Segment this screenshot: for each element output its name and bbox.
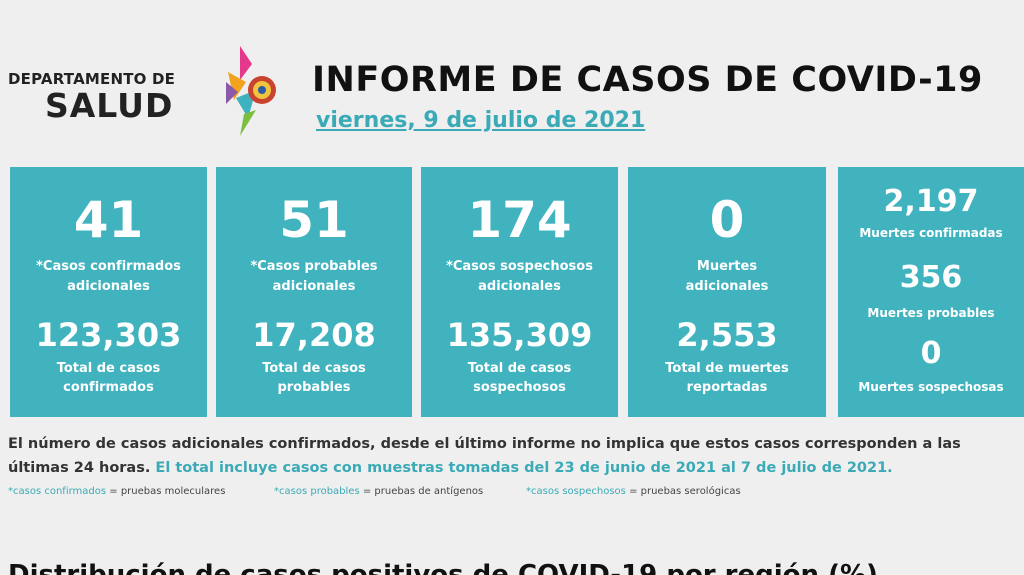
- total-value: 2,553: [676, 316, 778, 354]
- logo: [226, 46, 276, 136]
- total-value: 123,303: [35, 316, 182, 354]
- department-name: SALUD: [45, 86, 174, 125]
- total-label: Total de casos: [262, 361, 366, 376]
- note: El número de casos adicionales confirmad…: [8, 432, 1018, 480]
- total-label: confirmados: [63, 380, 154, 395]
- death-value: 0: [920, 336, 942, 371]
- stat-card: 41 *Casos confirmados adicionales 123,303…: [10, 167, 207, 417]
- death-value: 2,197: [883, 184, 979, 219]
- stat-label: *Casos probables: [250, 259, 378, 274]
- note-highlight: El total incluye casos con muestras toma…: [155, 460, 893, 476]
- section-heading: Distribución de casos positivos de COVID…: [8, 560, 878, 575]
- note-text: El número de casos adicionales confirmad…: [8, 436, 961, 476]
- footnote-definition: = pruebas serológicas: [629, 486, 741, 497]
- footnote: *casos probables = pruebas de antígenos: [274, 486, 483, 497]
- stat-value: 174: [467, 191, 572, 249]
- stat-label: Muertes: [696, 259, 758, 274]
- stat-label: *Casos confirmados: [36, 259, 181, 274]
- total-label: probables: [277, 380, 351, 395]
- death-label: Muertes confirmadas: [859, 226, 1003, 240]
- stat-value: 51: [279, 191, 349, 249]
- death-value: 356: [899, 260, 963, 295]
- total-label: Total de muertes: [665, 361, 789, 376]
- death-label: Muertes probables: [867, 306, 995, 320]
- footnote: *casos sospechosos = pruebas serológicas: [526, 486, 741, 497]
- stat-card: 0 Muertes adicionales 2,553 Total de muer…: [628, 167, 826, 417]
- footnote-term: *casos sospechosos: [526, 486, 626, 497]
- deaths-card: 2,197 Muertes confirmadas 356 Muertes pr…: [838, 167, 1024, 417]
- stat-label: adicionales: [67, 279, 150, 294]
- footnote-definition: = pruebas moleculares: [109, 486, 226, 497]
- stat-card: 51 *Casos probables adicionales 17,208 To…: [216, 167, 412, 417]
- footnote-term: *casos confirmados: [8, 486, 107, 497]
- stat-card: 174 *Casos sospechosos adicionales 135,30…: [421, 167, 618, 417]
- total-label: Total de casos: [467, 361, 572, 376]
- footnote-definition: = pruebas de antígenos: [362, 486, 484, 497]
- stat-label: *Casos sospechosos: [446, 259, 593, 274]
- footnote-term: *casos probables: [274, 486, 360, 497]
- stat-value: 41: [73, 191, 144, 249]
- total-value: 17,208: [252, 316, 376, 354]
- report-title: INFORME DE CASOS DE COVID-19: [312, 60, 983, 100]
- total-value: 135,309: [446, 316, 593, 354]
- total-label: reportadas: [686, 380, 768, 395]
- death-label: Muertes sospechosas: [858, 380, 1004, 394]
- footnote: *casos confirmados = pruebas moleculares: [8, 486, 225, 497]
- total-label: sospechosos: [473, 380, 566, 395]
- stat-label: adicionales: [272, 279, 356, 294]
- stat-label: adicionales: [478, 279, 561, 294]
- department-name: DEPARTAMENTO DE: [8, 70, 176, 88]
- total-label: Total de casos: [56, 361, 161, 376]
- report-date: viernes, 9 de julio de 2021: [316, 108, 646, 133]
- stat-label: adicionales: [685, 279, 769, 294]
- stat-value: 0: [709, 191, 745, 249]
